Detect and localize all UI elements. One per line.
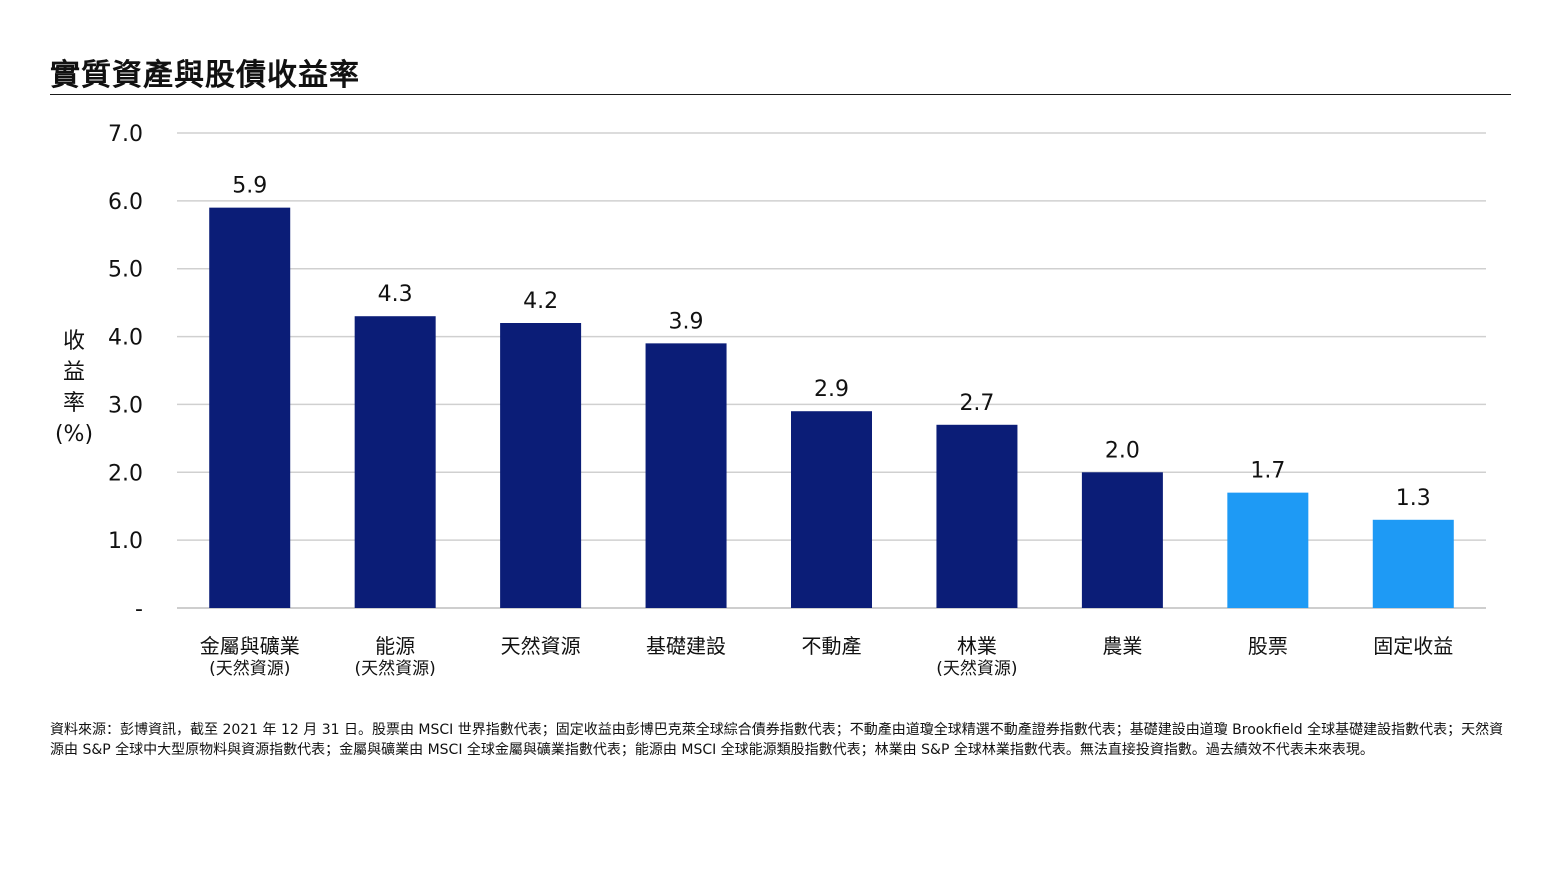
y-tick-label: 3.0	[108, 393, 143, 418]
bar	[791, 411, 872, 608]
data-label: 1.3	[1396, 486, 1431, 511]
data-label: 3.9	[669, 309, 704, 334]
bar	[354, 316, 436, 608]
y-tick-label: 2.0	[108, 461, 143, 486]
data-label: 2.0	[1105, 438, 1140, 463]
data-label: 4.3	[378, 282, 413, 307]
source-note: 資料來源：彭博資訊，截至 2021 年 12 月 31 日。股票由 MSCI 世…	[50, 722, 1504, 758]
bar	[1372, 519, 1454, 608]
bar	[645, 343, 727, 608]
x-tick-label: 林業	[957, 634, 997, 658]
x-tick-label: 基礎建設	[646, 634, 726, 658]
data-label: 2.9	[814, 377, 849, 402]
y-axis-label-char: (%)	[54, 422, 94, 447]
y-axis-label-char: 率	[62, 391, 85, 416]
y-axis-label-char: 收	[62, 329, 85, 354]
x-tick-label: 能源	[375, 634, 415, 658]
y-axis-label: 收 益 率 (%)	[52, 326, 96, 450]
bar	[936, 424, 1018, 608]
y-tick-label: 5.0	[108, 258, 143, 283]
data-label: 5.9	[232, 174, 267, 199]
x-tick-label: 不動產	[802, 634, 862, 658]
bar-chart: -1.02.03.04.05.06.07.05.9金屬與礦業(天然資源)4.3能…	[108, 122, 1486, 679]
data-label: 1.7	[1250, 459, 1285, 484]
x-tick-sublabel: (天然資源)	[209, 659, 290, 679]
title-divider	[50, 94, 1511, 95]
x-tick-label: 股票	[1248, 634, 1288, 658]
y-tick-label: -	[135, 597, 143, 622]
y-tick-label: 4.0	[108, 326, 143, 351]
x-tick-label: 金屬與礦業	[200, 634, 300, 658]
y-axis-label-char: 益	[62, 360, 85, 385]
bar	[1227, 492, 1309, 608]
y-tick-label: 1.0	[108, 529, 143, 554]
x-tick-label: 天然資源	[501, 634, 581, 658]
bar	[1081, 472, 1163, 608]
x-tick-label: 農業	[1102, 634, 1142, 658]
x-tick-label: 固定收益	[1373, 634, 1453, 658]
bar	[209, 207, 291, 608]
data-label: 2.7	[959, 391, 994, 416]
x-tick-sublabel: (天然資源)	[936, 659, 1017, 679]
data-label: 4.2	[523, 289, 558, 314]
y-tick-label: 6.0	[108, 190, 143, 215]
bar	[500, 323, 582, 608]
chart-title: 實質資產與股債收益率	[50, 58, 360, 93]
x-tick-sublabel: (天然資源)	[355, 659, 436, 679]
y-tick-label: 7.0	[108, 122, 143, 147]
